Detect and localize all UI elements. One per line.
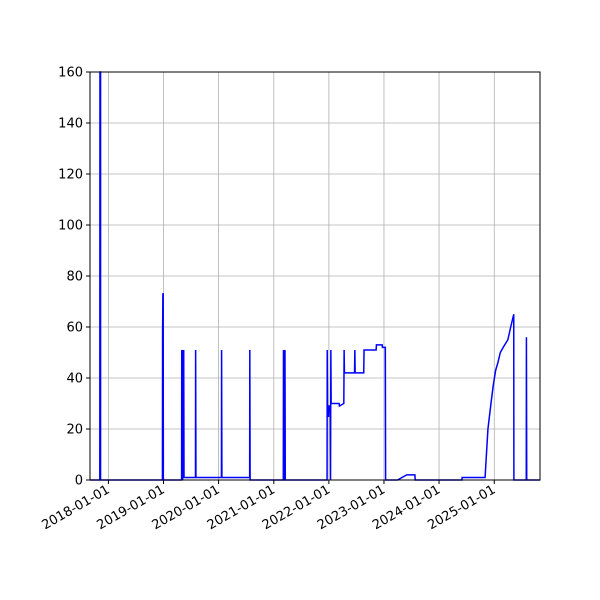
y-tick-label: 20 — [66, 423, 83, 438]
y-tick-label: 160 — [58, 66, 83, 81]
y-tick-label: 120 — [58, 168, 83, 183]
y-tick-label: 100 — [58, 219, 83, 234]
series-layer — [90, 71, 540, 481]
y-tick-label: 40 — [66, 372, 83, 387]
series-line — [90, 71, 540, 481]
y-tick-label: 0 — [75, 474, 83, 489]
y-axis: 0 20 40 60 80 100 120 140 160 — [58, 66, 90, 489]
y-tick-label: 80 — [66, 270, 83, 285]
y-tick-label: 60 — [66, 321, 83, 336]
y-tick-label: 140 — [58, 117, 83, 132]
